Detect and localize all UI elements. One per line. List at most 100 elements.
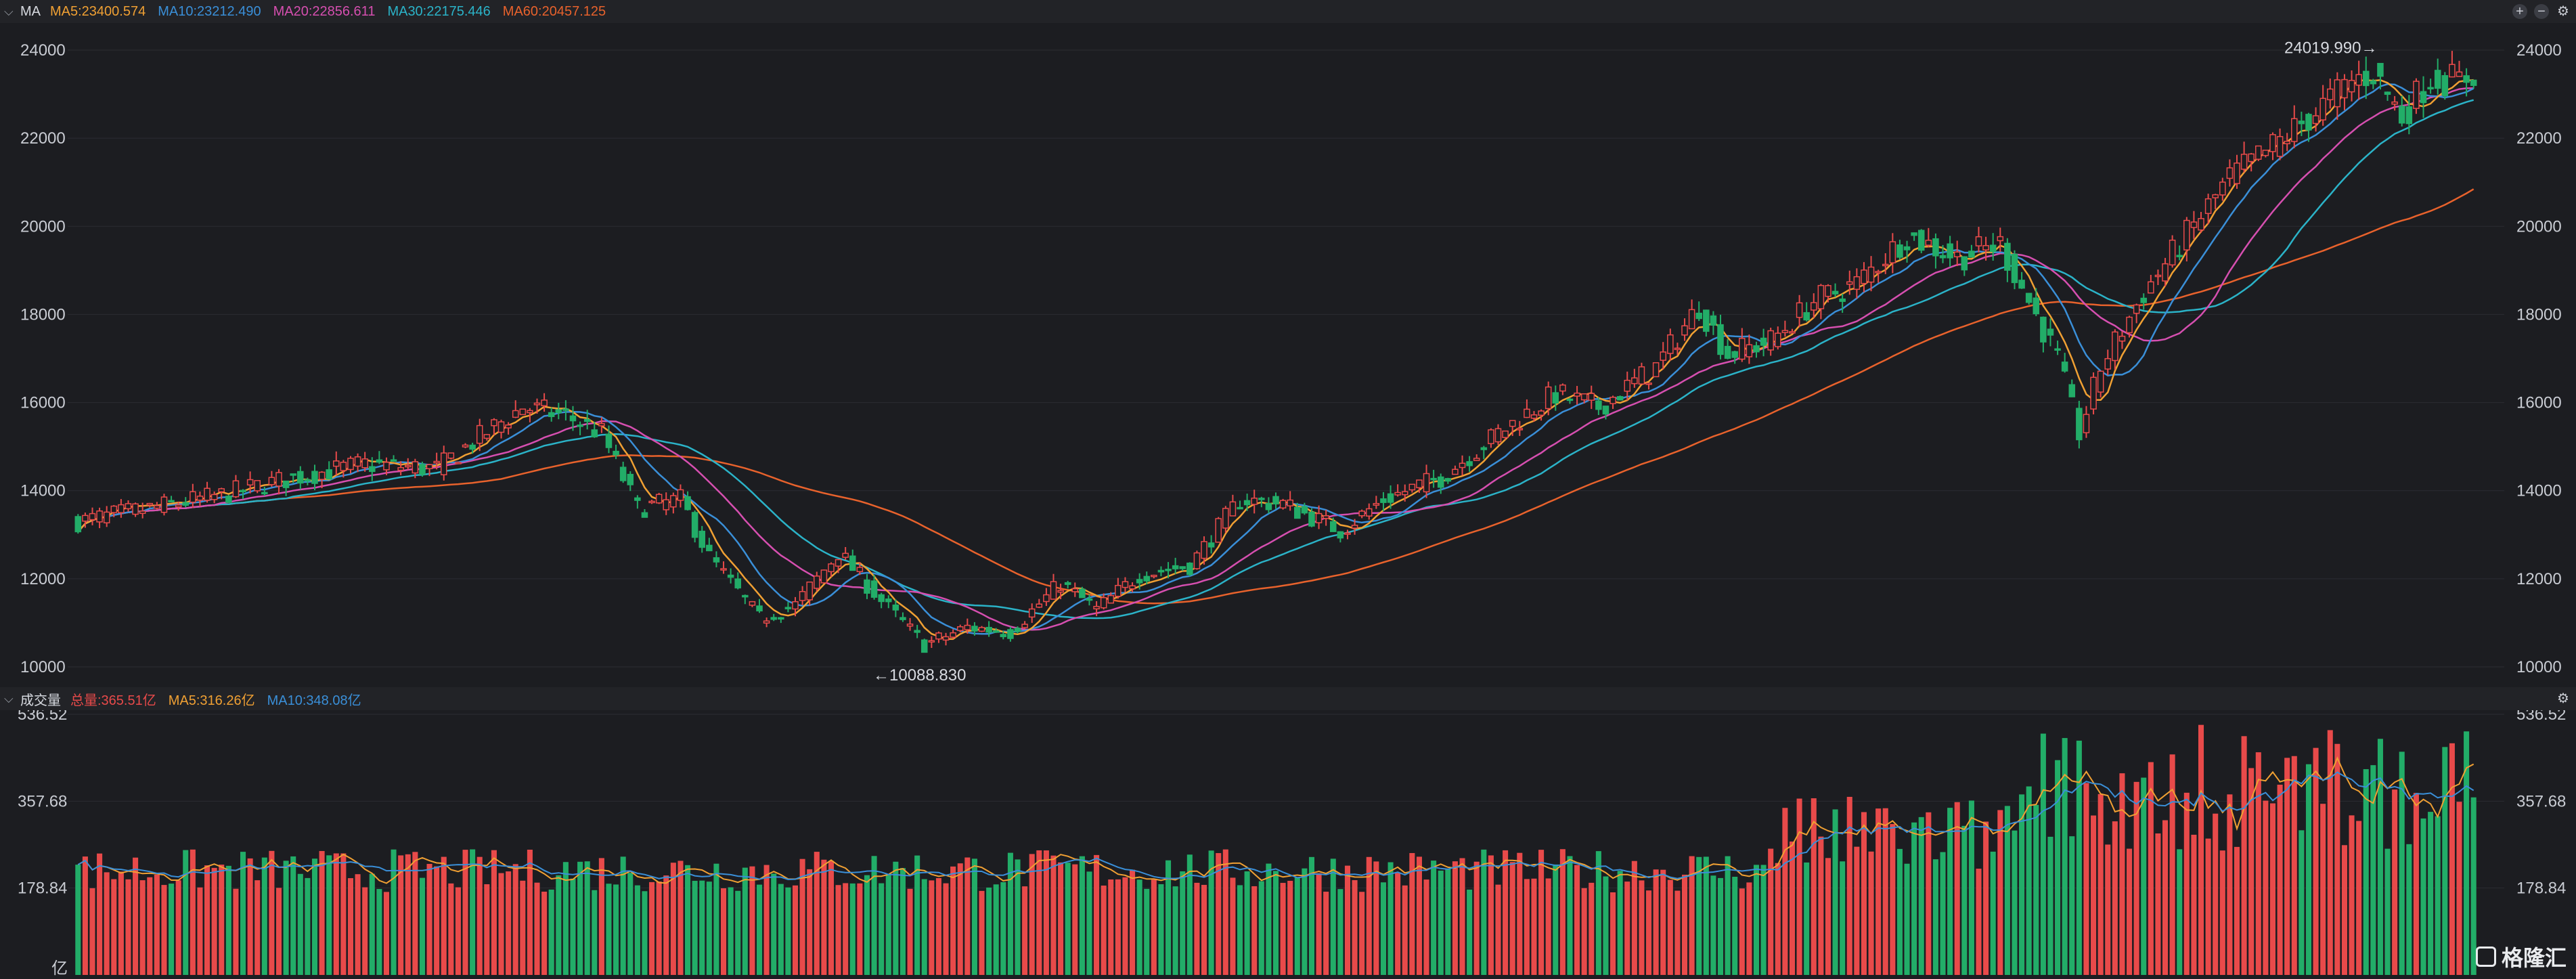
- zoom-in-icon[interactable]: +: [2512, 4, 2527, 19]
- candle-body: [118, 504, 125, 513]
- volume-bar: [219, 865, 225, 975]
- price-y-tick-left: 10000: [20, 658, 66, 676]
- volume-bar: [2334, 743, 2340, 975]
- candle-body: [935, 632, 942, 640]
- volume-bar: [706, 882, 712, 975]
- volume-bar: [656, 882, 662, 975]
- candle-body: [1925, 240, 1932, 246]
- volume-bar: [1015, 859, 1021, 975]
- volume-bar: [1308, 856, 1315, 975]
- candle-body: [419, 464, 426, 475]
- candle-body: [648, 500, 655, 504]
- candle-body: [914, 630, 920, 633]
- zoom-out-icon[interactable]: −: [2534, 4, 2549, 19]
- volume-bar: [1459, 858, 1465, 975]
- volume-bar: [2241, 736, 2247, 975]
- candle-body: [1000, 634, 1007, 638]
- volume-bar: [2105, 844, 2111, 975]
- candle-body: [1136, 579, 1143, 584]
- volume-bar: [1000, 882, 1006, 975]
- volume-bar: [2162, 820, 2169, 975]
- candle-body: [1308, 511, 1315, 527]
- volume-bar: [1251, 886, 1258, 975]
- volume-bar: [2255, 752, 2261, 975]
- candle-body: [885, 599, 892, 603]
- volume-bar: [1567, 856, 1573, 975]
- volume-bar: [713, 863, 719, 975]
- candle-body: [1036, 603, 1043, 608]
- candle-body: [964, 624, 971, 630]
- volume-bar: [857, 883, 863, 975]
- candle-body: [2470, 79, 2477, 86]
- candle-body: [1186, 562, 1193, 575]
- volume-bar: [914, 855, 920, 975]
- price-y-tick-right: 20000: [2516, 217, 2562, 236]
- volume-legend-items: 总量:365.51亿 MA5:316.26亿 MA10:348.08亿: [70, 689, 374, 709]
- candle-body: [1007, 629, 1014, 639]
- candle-body: [1143, 575, 1151, 582]
- volume-bar: [1926, 812, 1932, 975]
- candle-body: [2198, 218, 2204, 231]
- collapse-price-panel-icon[interactable]: ⌵: [4, 4, 14, 18]
- candle-body: [2126, 316, 2133, 334]
- candle-body: [154, 505, 160, 509]
- volume-bar: [1674, 890, 1681, 975]
- volume-bar: [2399, 752, 2405, 975]
- volume-bar: [1022, 886, 1028, 975]
- volume-bar: [1553, 864, 1559, 975]
- price-y-tick-right: 22000: [2516, 129, 2562, 148]
- candle-body: [591, 429, 598, 437]
- volume-indicator-label[interactable]: 成交量: [20, 693, 61, 708]
- candle-body: [2305, 114, 2312, 131]
- volume-bar: [97, 853, 103, 975]
- volume-bar: [1216, 853, 1222, 975]
- candle-body: [527, 410, 533, 414]
- candle-body: [878, 594, 885, 603]
- candle-body: [627, 473, 634, 485]
- volume-bar: [634, 885, 640, 975]
- volume-bar: [139, 880, 146, 975]
- collapse-volume-panel-icon[interactable]: ⌵: [4, 691, 14, 705]
- volume-bar: [2377, 739, 2383, 975]
- candle-body: [634, 497, 641, 501]
- volume-bar: [678, 861, 684, 975]
- volume-bar: [742, 867, 748, 975]
- candle-body: [462, 444, 469, 448]
- price-legend-item-3: MA30:22175.446: [387, 3, 491, 19]
- candle-body: [333, 460, 340, 467]
- candle-body: [864, 579, 870, 594]
- price-y-tick-left: 22000: [20, 129, 66, 148]
- volume-bar: [2119, 773, 2125, 975]
- volume-bar: [1846, 796, 1852, 975]
- volume-tools: ⚙: [2556, 687, 2571, 710]
- volume-bar: [2004, 806, 2010, 975]
- candle-body: [1861, 269, 1867, 284]
- price-y-tick-left: 16000: [20, 394, 66, 412]
- candle-body: [1997, 236, 2004, 242]
- volume-bar: [986, 887, 992, 975]
- candle-body: [2169, 239, 2176, 266]
- candle-body: [1237, 506, 1243, 510]
- candle-body: [720, 568, 727, 571]
- price-indicator-label[interactable]: MA: [20, 3, 41, 19]
- candle-body: [2133, 304, 2140, 314]
- volume-bar: [699, 880, 705, 975]
- volume-settings-icon[interactable]: ⚙: [2557, 691, 2569, 706]
- volume-bar: [1438, 870, 1444, 975]
- volume-bar: [1775, 863, 1781, 975]
- price-settings-icon[interactable]: ⚙: [2557, 4, 2569, 19]
- candle-body: [1731, 351, 1738, 358]
- candle-body: [1580, 393, 1588, 401]
- volume-bar: [2413, 793, 2419, 975]
- candle-body: [2262, 150, 2269, 156]
- volume-bar: [613, 884, 619, 975]
- candle-body: [1710, 315, 1717, 326]
- candle-body: [1107, 594, 1115, 604]
- candle-body: [1272, 496, 1279, 505]
- price-legend-item-0: MA5:23400.574: [50, 3, 146, 19]
- ma-line-ma20: [77, 87, 2474, 631]
- candle-body: [146, 502, 154, 506]
- candle-body: [1222, 508, 1229, 529]
- candle-body: [2176, 255, 2183, 257]
- price-y-tick-left: 20000: [20, 217, 66, 236]
